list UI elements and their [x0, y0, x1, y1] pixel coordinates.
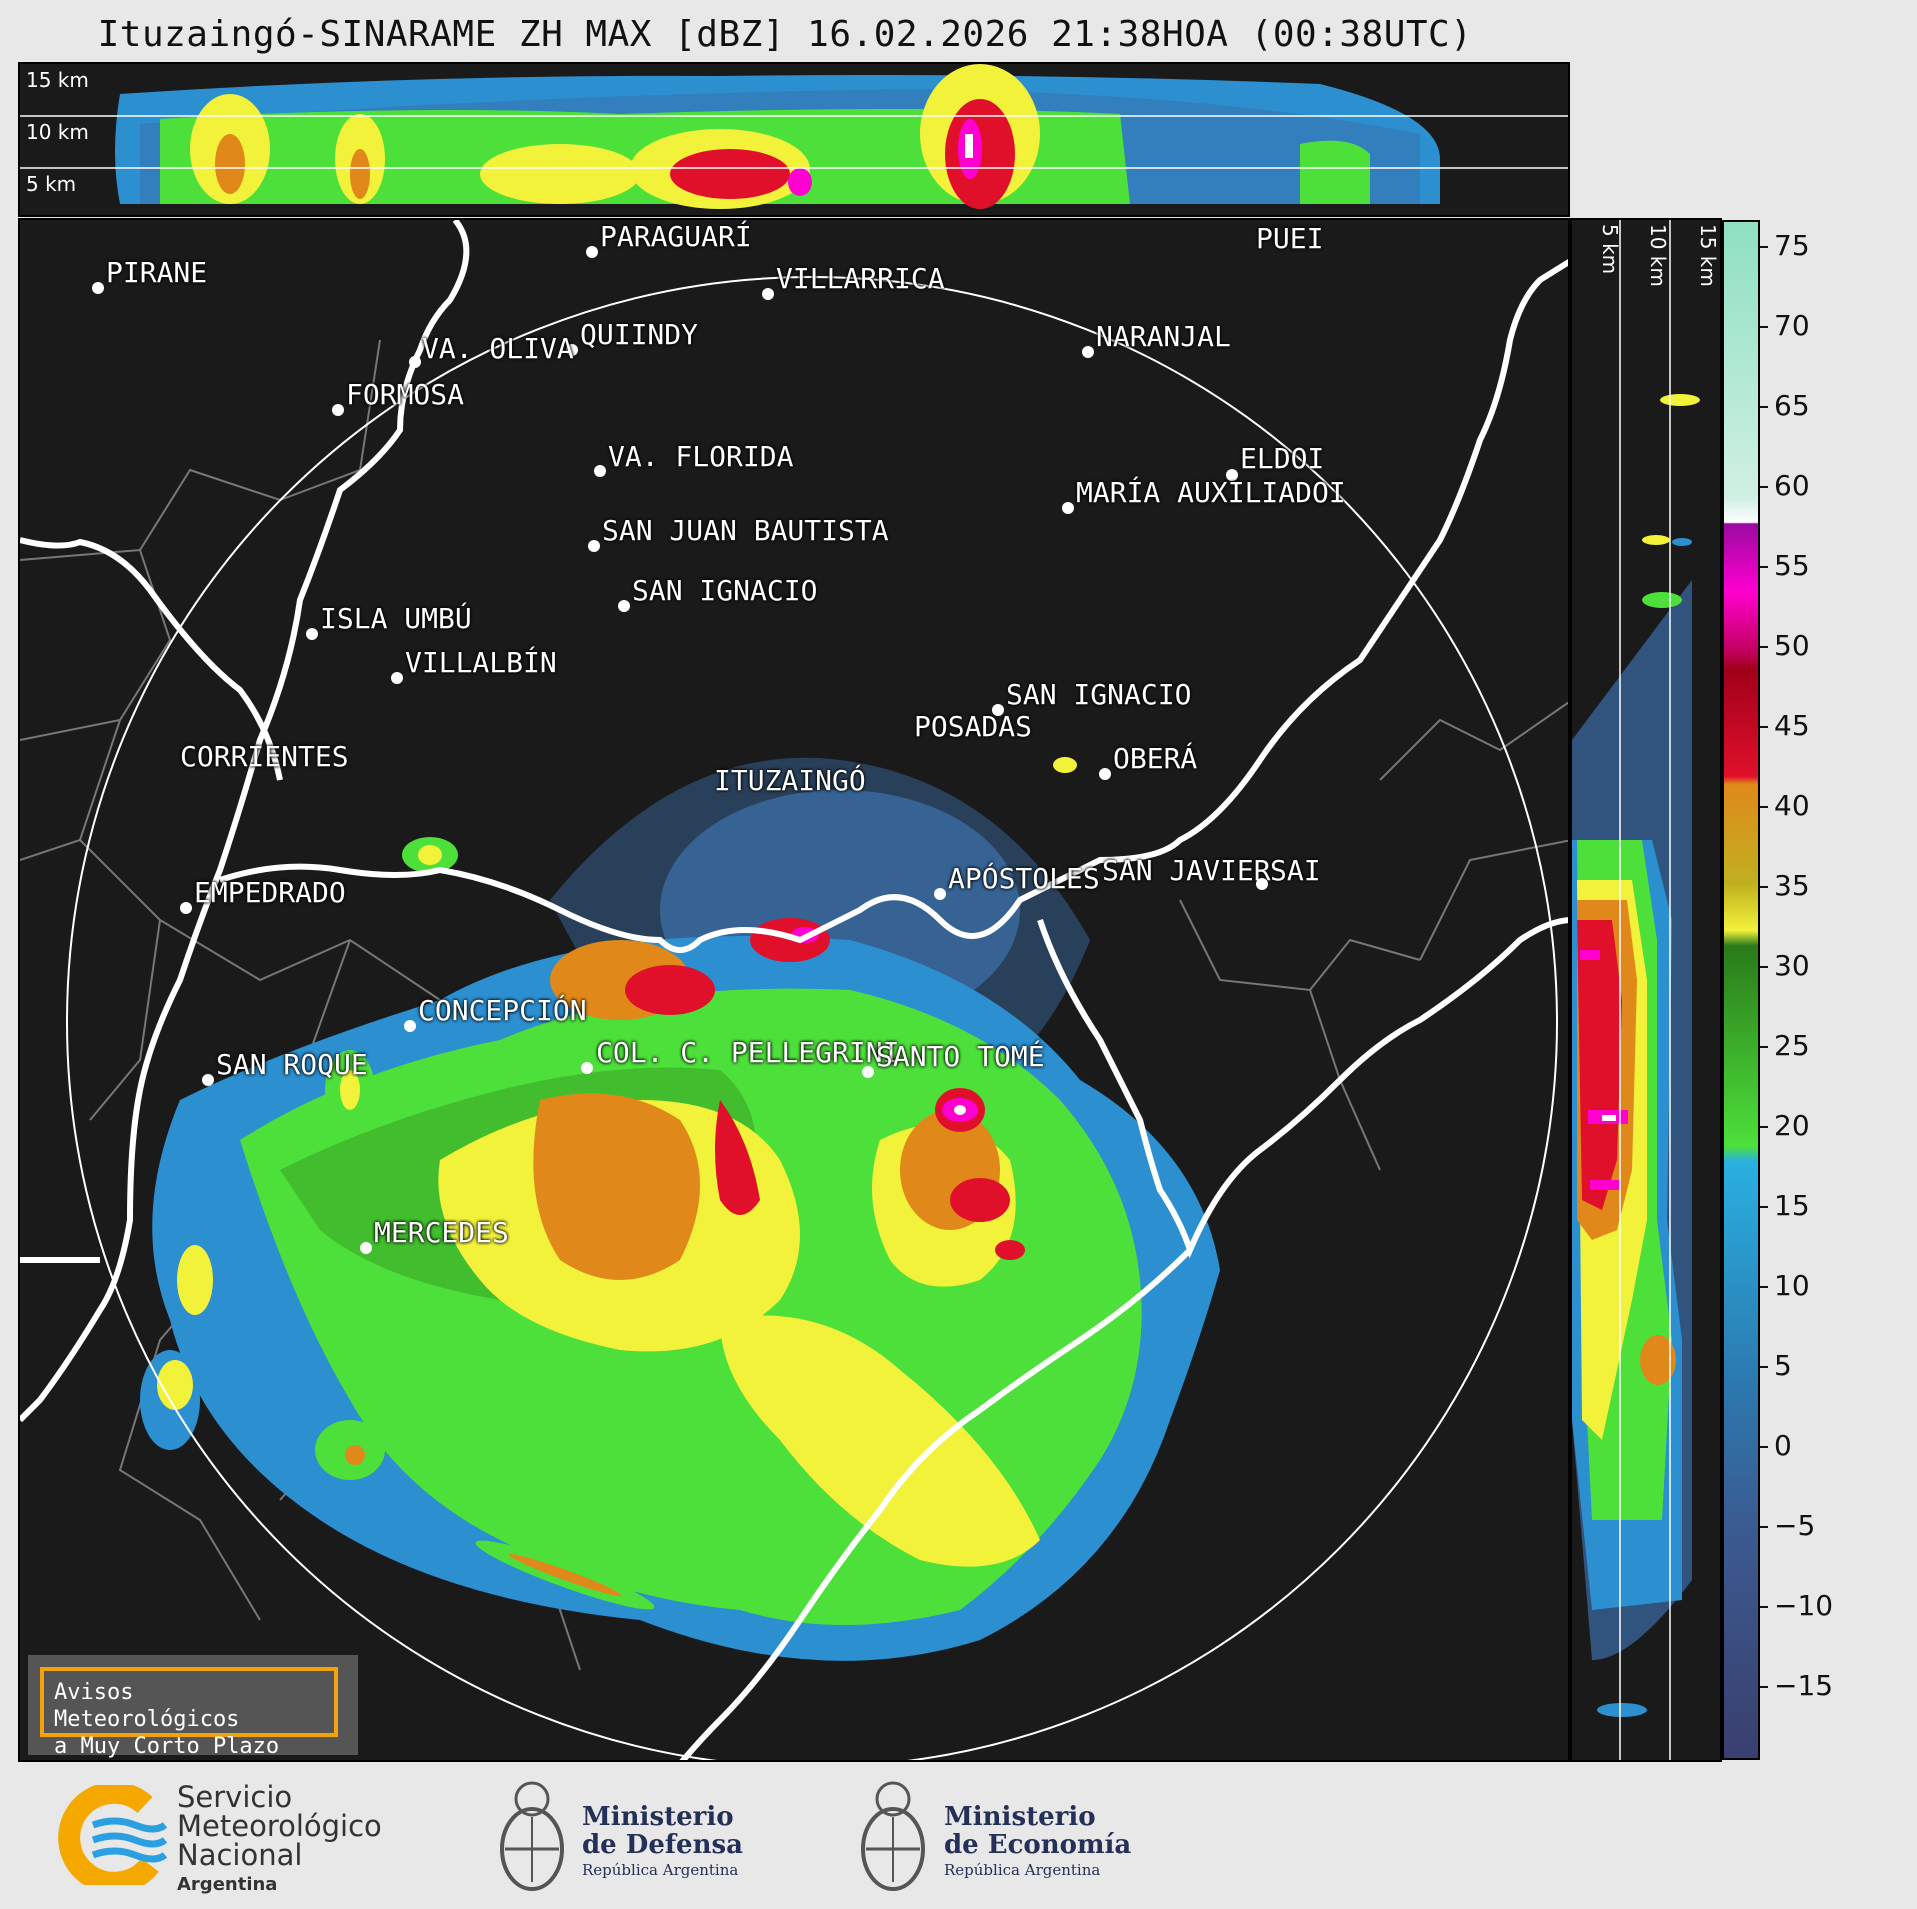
city-label-paraguari: PARAGUARÍ — [600, 220, 752, 253]
city-dot — [360, 1242, 372, 1254]
warning-link[interactable]: Avisos Meteorológicos a Muy Corto Plazo — [40, 1667, 338, 1759]
city-dot — [934, 888, 946, 900]
page-title: Ituzaingó-SINARAME ZH MAX [dBZ] 16.02.20… — [97, 14, 1473, 55]
city-label-isla-umbu: ISLA UMBÚ — [320, 602, 472, 635]
city-label-posadas: POSADAS — [914, 710, 1033, 743]
country-borders — [20, 220, 1568, 1760]
city-dot — [1062, 502, 1074, 514]
radar-map-svg — [20, 220, 1568, 1760]
defensa-text: Ministerio de Defensa República Argentin… — [582, 1802, 743, 1879]
coat-of-arms-icon — [495, 1777, 570, 1899]
coat-of-arms-icon — [856, 1777, 931, 1899]
city-label-san-javier: SAN JAVIER — [1102, 854, 1271, 887]
warning-line-2: a Muy Corto Plazo — [54, 1734, 280, 1759]
footer: Servicio Meteorológico Nacional Argentin… — [0, 1765, 1917, 1909]
city-label-san-ignacio-ar: SAN IGNACIO — [1006, 678, 1192, 711]
city-dot — [992, 704, 1004, 716]
city-label-santo-tome: SANTO TOMÉ — [876, 1040, 1045, 1073]
city-dot — [391, 672, 403, 684]
colorbar-gradient — [1724, 222, 1758, 1758]
top-height-label-10km: 10 km — [26, 120, 89, 144]
side-height-label-5km: 5 km — [1598, 224, 1622, 275]
city-label-va-oliva: VA. OLIVA — [422, 332, 574, 365]
city-dot — [762, 288, 774, 300]
side-height-label-15km: 15 km — [1696, 224, 1720, 287]
city-label-san-juan-bautista: SAN JUAN BAUTISTA — [602, 514, 889, 547]
top-cross-section-panel: 15 km 10 km 5 km — [18, 62, 1570, 217]
side-height-label-10km: 10 km — [1646, 224, 1670, 287]
city-dot — [180, 902, 192, 914]
city-dot — [306, 628, 318, 640]
city-label-villalbin: VILLALBÍN — [405, 646, 557, 679]
city-label-mercedes: MERCEDES — [374, 1216, 509, 1249]
warning-line-1: Avisos Meteorológicos — [54, 1680, 240, 1732]
city-dot — [566, 344, 578, 356]
smn-text: Servicio Meteorológico Nacional Argentin… — [177, 1780, 382, 1896]
warning-box[interactable]: Avisos Meteorológicos a Muy Corto Plazo — [28, 1655, 358, 1759]
city-label-puei: PUEI — [1256, 222, 1324, 255]
city-label-san-ignacio-py: SAN IGNACIO — [632, 574, 818, 607]
city-label-ituzaingo: ITUZAINGÓ — [714, 764, 866, 797]
city-label-maria-auxiliadoi: MARÍA AUXILIADOI — [1076, 476, 1346, 509]
top-height-label-5km: 5 km — [26, 172, 77, 196]
city-label-quiindy: QUIINDY — [580, 318, 699, 351]
city-label-sai: SAI — [1270, 854, 1321, 887]
side-cross-section-panel: 5 km 10 km 15 km — [1570, 218, 1722, 1762]
city-label-villarrica: VILLARRICA — [776, 262, 945, 295]
city-dot — [862, 1066, 874, 1078]
city-dot — [1256, 878, 1268, 890]
city-label-concepcion: CONCEPCIÓN — [418, 994, 587, 1027]
city-dot — [409, 356, 421, 368]
city-dot — [586, 246, 598, 258]
city-label-va-florida: VA. FLORIDA — [608, 440, 794, 473]
side-cross-section-echoes — [1572, 220, 1700, 1760]
city-dot — [1082, 346, 1094, 358]
city-dot — [1099, 768, 1111, 780]
city-label-empedrado: EMPEDRADO — [194, 876, 346, 909]
city-label-formosa: FORMOSA — [346, 378, 465, 411]
top-height-label-15km: 15 km — [26, 68, 89, 92]
colorbar-ticks: 75 70 65 60 55 50 45 40 35 30 25 20 15 1… — [1760, 229, 1834, 1702]
city-dot — [588, 540, 600, 552]
colorbar — [1722, 220, 1760, 1760]
city-label-san-roque: SAN ROQUE — [216, 1048, 368, 1081]
city-label-apostoles: APÓSTOLES — [948, 862, 1100, 895]
radar-map-panel: PIRANE PARAGUARÍ VILLARRICA PUEI QUIINDY… — [18, 218, 1570, 1762]
city-dot — [332, 404, 344, 416]
smn-logo-icon — [55, 1781, 170, 1894]
city-dot — [594, 465, 606, 477]
range-ring — [66, 276, 1558, 1760]
city-dot — [92, 282, 104, 294]
city-label-col-c-pellegrini: COL. C. PELLEGRINI — [596, 1036, 900, 1069]
city-label-corrientes: CORRIENTES — [180, 740, 349, 773]
city-label-obera: OBERÁ — [1113, 742, 1198, 775]
city-dot — [618, 600, 630, 612]
economia-text: Ministerio de Economía República Argenti… — [944, 1802, 1132, 1879]
city-label-eldoi: ELDOI — [1240, 442, 1325, 475]
city-dot — [1226, 469, 1238, 481]
city-dot — [404, 1020, 416, 1032]
city-label-pirane: PIRANE — [106, 256, 208, 289]
city-label-naranjal: NARANJAL — [1096, 320, 1231, 353]
city-dot — [581, 1062, 593, 1074]
top-cross-section-echoes — [20, 64, 1568, 209]
city-dot — [202, 1074, 214, 1086]
